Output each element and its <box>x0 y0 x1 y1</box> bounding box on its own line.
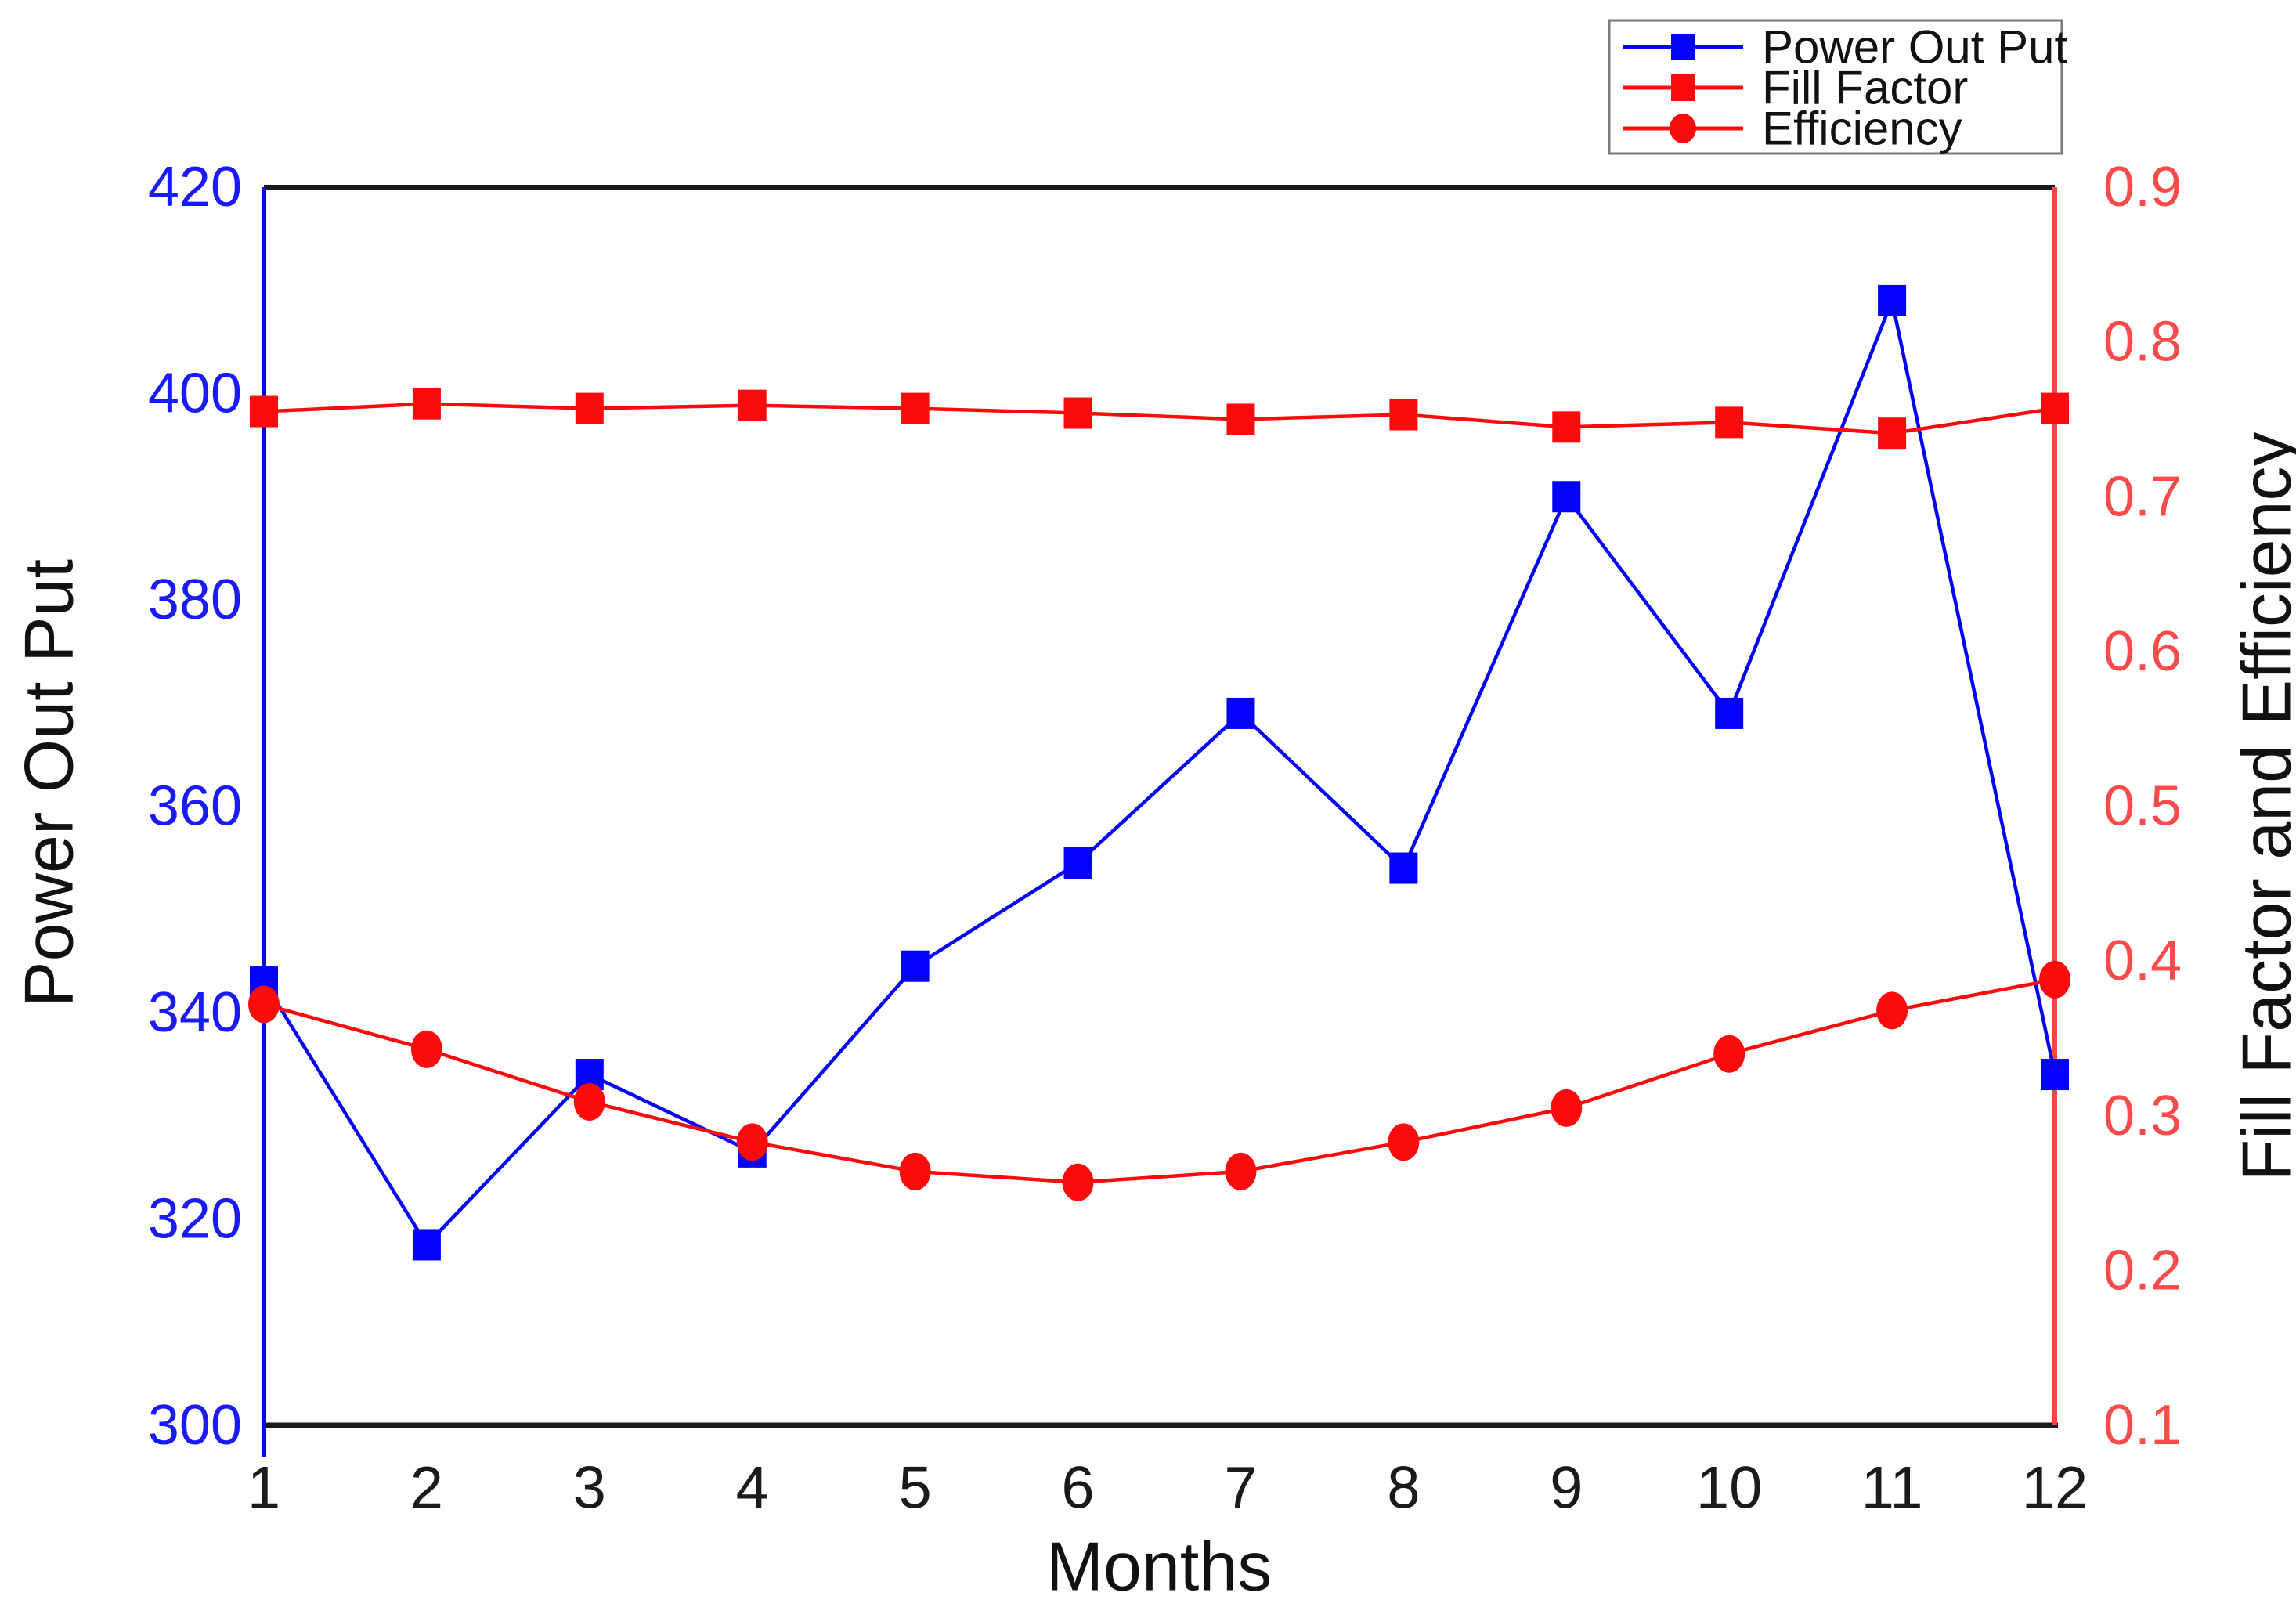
left-tick-label: 320 <box>148 1188 242 1251</box>
series-marker <box>1225 1152 1257 1190</box>
series-marker <box>1671 34 1695 60</box>
x-tick-label: 6 <box>1061 1455 1094 1522</box>
right-tick-label: 0.1 <box>2103 1394 2182 1457</box>
series-marker <box>1876 991 1908 1030</box>
left-tick-label: 380 <box>148 569 242 631</box>
series-marker <box>1671 74 1695 101</box>
legend-label: Fill Factor <box>1762 62 1968 114</box>
series-fill-factor <box>250 388 2069 450</box>
x-tick-label: 3 <box>573 1455 606 1522</box>
series-marker <box>1226 403 1255 435</box>
series-line <box>262 294 2057 1248</box>
right-tick-label: 0.7 <box>2103 465 2182 528</box>
right-y-axis-label: Fill Factor and Efficiency <box>2228 432 2296 1182</box>
series-power-out-put <box>250 284 2069 1261</box>
series-line <box>263 977 2056 1184</box>
series-marker <box>250 395 278 428</box>
series-marker <box>1715 697 1744 729</box>
series-marker <box>575 392 604 424</box>
left-tick-label: 420 <box>148 156 242 218</box>
series-layer <box>248 284 2070 1261</box>
x-axis-label: Months <box>1046 1528 1273 1605</box>
series-marker <box>1063 397 1092 429</box>
x-tick-label: 8 <box>1387 1455 1420 1522</box>
series-marker <box>1878 417 1907 450</box>
series-marker <box>1552 481 1581 513</box>
tick-labels-layer: 300 320 340 360 380 400 420 0.1 0.2 0.3 0.4 0.5 0.6 0… <box>148 156 2182 1522</box>
axes-layer <box>262 185 2058 1457</box>
x-tick-label: 2 <box>410 1455 443 1522</box>
x-tick-label: 4 <box>736 1455 769 1522</box>
legend-label: Power Out Put <box>1762 21 2068 74</box>
series-marker <box>1715 406 1744 439</box>
x-tick-label: 7 <box>1224 1455 1257 1522</box>
series-marker <box>736 1123 768 1161</box>
series-marker <box>1713 1035 1745 1073</box>
series-marker <box>738 389 767 421</box>
series-marker <box>2041 392 2069 424</box>
right-tick-label: 0.3 <box>2103 1085 2182 1147</box>
left-tick-label: 400 <box>148 363 242 425</box>
left-tick-label: 300 <box>148 1394 242 1457</box>
series-efficiency <box>248 960 2070 1201</box>
right-tick-label: 0.4 <box>2103 930 2182 992</box>
series-marker <box>1388 1123 1420 1161</box>
left-tick-label: 360 <box>148 775 242 838</box>
series-marker <box>1062 1163 1094 1201</box>
right-tick-label: 0.6 <box>2103 620 2182 683</box>
series-marker <box>2041 1059 2069 1091</box>
series-marker <box>1389 399 1418 431</box>
series-marker <box>412 388 441 420</box>
left-tick-label: 340 <box>148 981 242 1044</box>
series-marker <box>1878 284 1907 316</box>
legend-label: Efficiency <box>1762 103 1962 155</box>
x-tick-label: 1 <box>247 1455 280 1522</box>
right-tick-label: 0.5 <box>2103 775 2182 838</box>
series-marker <box>2039 960 2070 999</box>
x-tick-label: 12 <box>2022 1455 2088 1522</box>
series-marker <box>1552 411 1581 443</box>
series-marker <box>1226 697 1255 729</box>
x-tick-label: 9 <box>1550 1455 1583 1522</box>
legend-item-efficiency: Efficiency <box>1623 103 1962 155</box>
x-tick-label: 11 <box>1861 1455 1923 1522</box>
right-tick-label: 0.8 <box>2103 311 2182 374</box>
series-marker <box>1670 114 1696 143</box>
series-marker <box>901 392 930 424</box>
series-marker <box>412 1229 441 1261</box>
series-line <box>263 402 2056 435</box>
x-tick-label: 5 <box>898 1455 931 1522</box>
right-tick-label: 0.2 <box>2103 1239 2182 1302</box>
series-marker <box>901 950 930 982</box>
series-marker <box>410 1030 442 1068</box>
left-y-axis-label: Power Out Put <box>10 559 88 1007</box>
series-marker <box>1389 852 1418 884</box>
series-marker <box>1551 1089 1583 1127</box>
x-tick-label: 10 <box>1696 1455 1763 1522</box>
series-marker <box>899 1152 931 1190</box>
legend-item-fill-factor: Fill Factor <box>1623 62 1968 114</box>
series-marker <box>573 1082 605 1121</box>
series-marker <box>248 985 280 1024</box>
legend-item-power-out-put: Power Out Put <box>1623 21 2068 74</box>
right-tick-label: 0.9 <box>2103 156 2182 218</box>
series-marker <box>1063 847 1092 879</box>
